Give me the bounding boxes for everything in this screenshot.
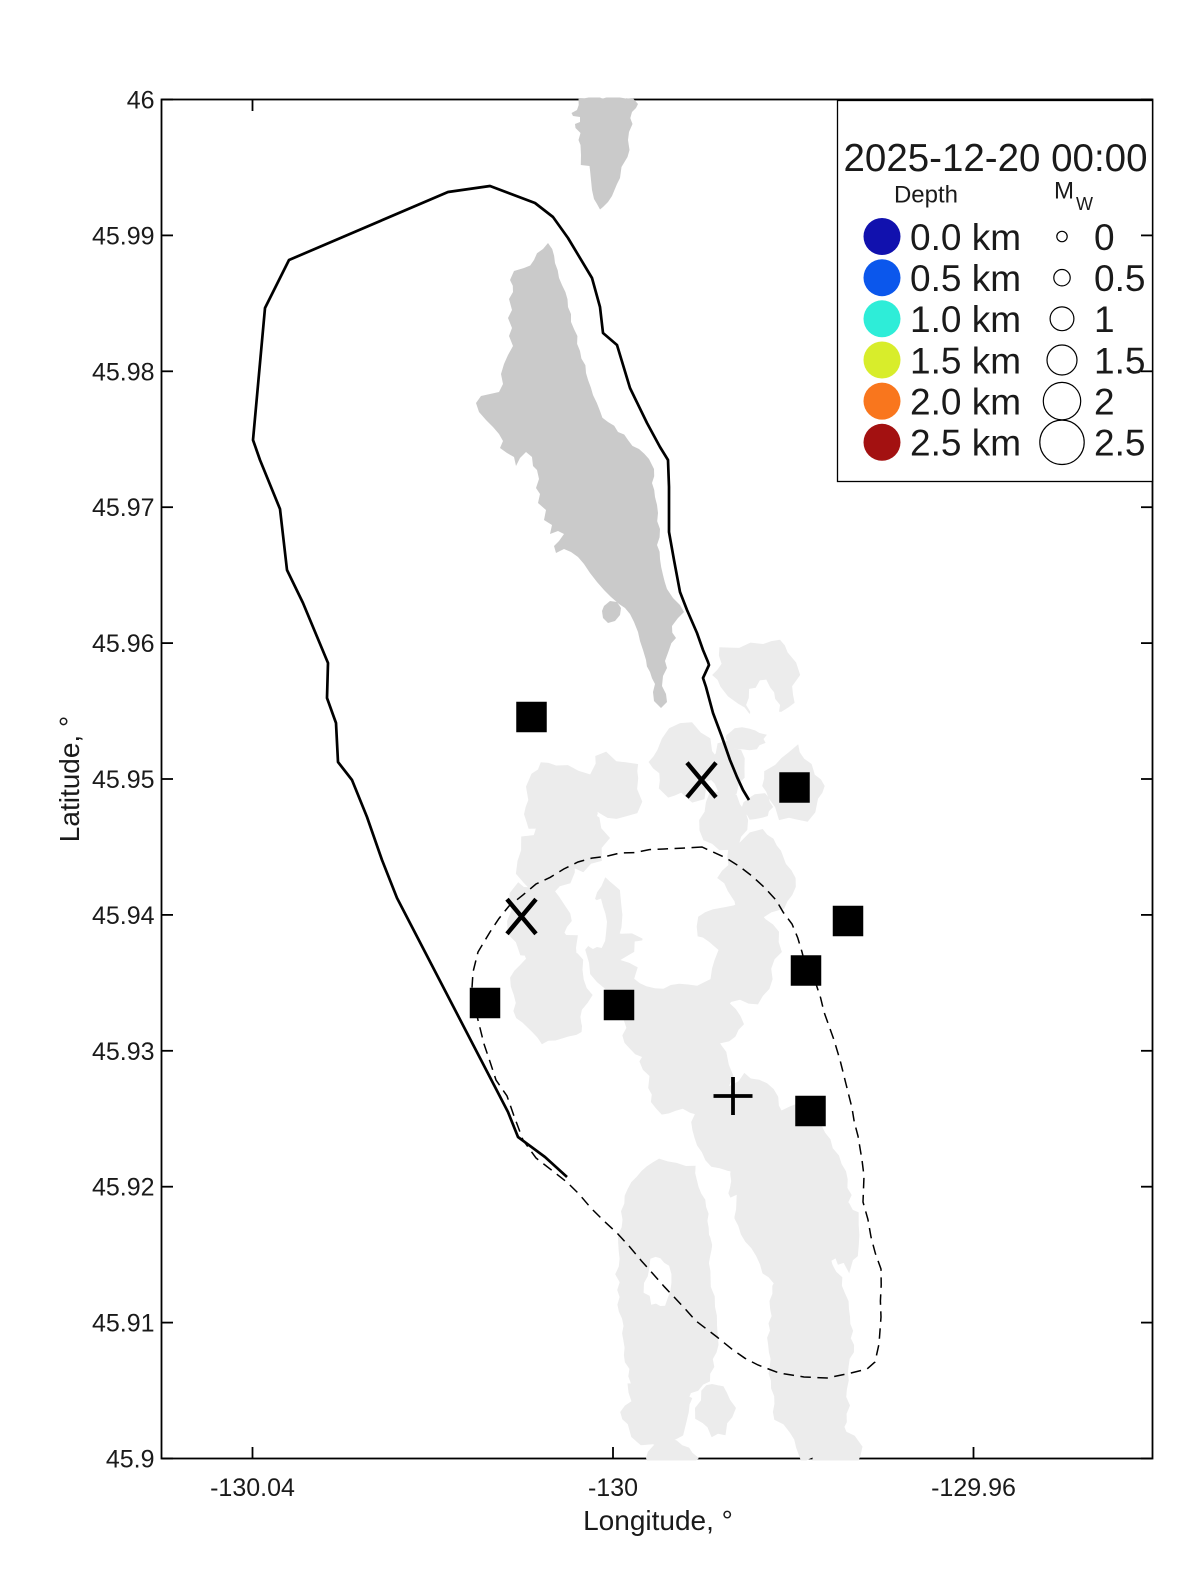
- svg-text:1: 1: [1094, 299, 1115, 340]
- svg-text:-130: -130: [588, 1474, 638, 1502]
- svg-text:1.0 km: 1.0 km: [910, 299, 1021, 340]
- svg-text:45.96: 45.96: [92, 630, 155, 658]
- svg-text:2.0 km: 2.0 km: [910, 382, 1021, 423]
- svg-text:0.5: 0.5: [1094, 258, 1145, 299]
- svg-text:46: 46: [127, 87, 155, 115]
- svg-text:45.98: 45.98: [92, 358, 155, 386]
- svg-text:W: W: [1076, 194, 1093, 214]
- svg-text:0.5 km: 0.5 km: [910, 258, 1021, 299]
- svg-text:-130.04: -130.04: [210, 1474, 295, 1502]
- svg-text:0.0 km: 0.0 km: [910, 217, 1021, 258]
- svg-text:1.5 km: 1.5 km: [910, 340, 1021, 381]
- svg-text:-129.96: -129.96: [931, 1474, 1016, 1502]
- svg-text:45.95: 45.95: [92, 766, 155, 794]
- svg-text:2025-12-20 00:00: 2025-12-20 00:00: [844, 137, 1148, 180]
- svg-text:1.5: 1.5: [1094, 340, 1145, 381]
- svg-text:45.93: 45.93: [92, 1038, 155, 1066]
- svg-text:Latitude, °: Latitude, °: [54, 716, 85, 842]
- svg-text:2.5: 2.5: [1094, 423, 1145, 464]
- svg-text:Longitude, °: Longitude, °: [583, 1505, 733, 1536]
- svg-text:45.97: 45.97: [92, 494, 155, 522]
- svg-text:2: 2: [1094, 382, 1115, 423]
- svg-text:Depth: Depth: [894, 182, 958, 209]
- svg-text:45.92: 45.92: [92, 1174, 155, 1202]
- svg-text:45.9: 45.9: [106, 1446, 155, 1474]
- svg-text:45.91: 45.91: [92, 1310, 155, 1338]
- svg-text:M: M: [1054, 178, 1074, 205]
- svg-text:0: 0: [1094, 217, 1115, 258]
- svg-text:45.94: 45.94: [92, 902, 155, 930]
- svg-text:2.5 km: 2.5 km: [910, 423, 1021, 464]
- svg-text:45.99: 45.99: [92, 222, 155, 250]
